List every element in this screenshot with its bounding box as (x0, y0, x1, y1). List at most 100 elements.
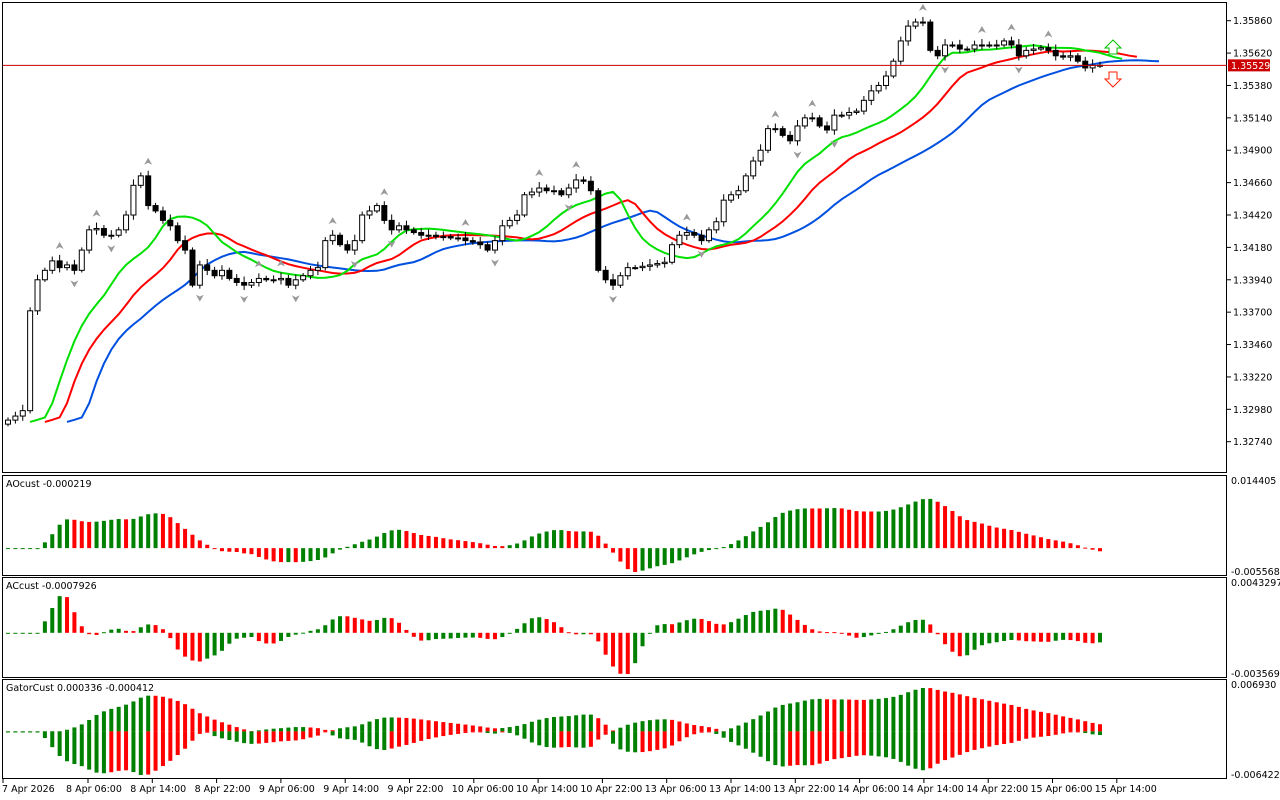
ac-bar (382, 617, 387, 633)
ac-bar (537, 617, 542, 633)
candle (528, 187, 535, 199)
price-tick-label: 1.34180 (1233, 243, 1272, 254)
ac-bar (699, 618, 704, 633)
gator-lower-bar (124, 731, 129, 771)
gator-lower-bar (588, 731, 593, 747)
gator-upper-bar (839, 699, 844, 732)
candles (5, 16, 1103, 427)
gator-lower-bar (87, 731, 92, 770)
gator-lower-bar (433, 731, 438, 738)
time-label: 8 Apr 22:00 (195, 784, 251, 795)
ao-bar (515, 543, 520, 549)
current-price-badge (1228, 59, 1270, 72)
ao-bar (293, 548, 298, 563)
main-pane[interactable] (2, 2, 1227, 473)
candle (447, 233, 454, 241)
fractal-down-icon (240, 295, 249, 303)
gator-lower-bar (382, 731, 387, 751)
ac-bar (87, 632, 92, 635)
gator-upper-bar (242, 729, 247, 732)
gator-lower-bar (1061, 731, 1066, 734)
candle (713, 217, 720, 234)
ao-bar (1068, 543, 1073, 549)
teeth-line (44, 49, 1138, 423)
gator-upper-bar (485, 727, 490, 732)
ac-bar (183, 632, 188, 657)
time-label: 8 Apr 06:00 (66, 784, 122, 795)
ac-bar (566, 632, 571, 634)
gator-upper-bar (684, 723, 689, 732)
gator-upper-bar (633, 722, 638, 732)
gator-lower-bar (242, 731, 247, 744)
gator-upper-bar (832, 699, 837, 732)
gator-upper-bar (544, 718, 549, 732)
ac-bar (861, 632, 866, 638)
ao-bar (28, 548, 33, 550)
gator-lower-bar (404, 731, 409, 745)
candle (233, 274, 240, 286)
price-tick-label: 1.35620 (1233, 49, 1272, 60)
gator-lower-bar (116, 731, 121, 771)
candle (1082, 56, 1089, 72)
gator-upper-bar (397, 717, 402, 732)
ao-bar (529, 536, 534, 549)
ac-bar (559, 627, 564, 633)
gator-lower-bar (35, 731, 40, 733)
gator-upper-bar (957, 694, 962, 732)
fractal-down-icon (387, 240, 396, 248)
ao-bar (1024, 533, 1029, 549)
candle (551, 185, 557, 195)
candle (469, 237, 476, 245)
gator-lower-bar (389, 731, 394, 749)
gator-upper-bar (279, 728, 283, 732)
ac-pane[interactable] (2, 577, 1227, 678)
gator-upper-bar (581, 714, 586, 732)
gator-lower-bar (315, 731, 320, 736)
ao-pane[interactable] (2, 475, 1227, 576)
price-axis[interactable]: 1.35860 1.35620 1.35380 1.35140 1.34900 1.346… (1227, 16, 1272, 448)
candle (41, 267, 48, 282)
ac-bar (1031, 632, 1036, 642)
ac-bar (765, 610, 770, 633)
ac-bar (1038, 632, 1043, 642)
ao-bar (212, 548, 217, 550)
fractal-down-icon (490, 259, 499, 267)
ac-bar (647, 632, 652, 634)
ac-bar (817, 631, 822, 633)
gator-upper-bar (788, 703, 793, 732)
ac-bar (28, 632, 33, 634)
gator-upper-bar (847, 699, 852, 732)
time-axis[interactable]: 7 Apr 2026 8 Apr 06:00 8 Apr 14:00 8 Apr 22… (2, 779, 1157, 795)
candle (602, 266, 609, 284)
price-tick-label: 1.35380 (1233, 81, 1272, 92)
time-label: 7 Apr 2026 (2, 784, 55, 795)
fractal-up-icon (808, 99, 817, 107)
gator-lower-bar (175, 731, 180, 756)
fractal-up-icon (771, 110, 780, 118)
gator-lower-bar (500, 731, 505, 733)
gator-pane[interactable] (2, 679, 1227, 779)
ac-bar (920, 619, 925, 633)
time-label: 13 Apr 06:00 (645, 784, 707, 795)
gator-lower-bar (515, 731, 520, 736)
gator-lower-bar (765, 731, 770, 762)
gator-lower-bar (611, 731, 616, 744)
candle (779, 125, 786, 138)
ac-bar (242, 632, 247, 638)
candle (993, 39, 1000, 50)
fractal-up-icon (1044, 30, 1053, 38)
gator-lower-bar (94, 731, 99, 773)
gator-upper-bar (463, 724, 468, 732)
candle (300, 273, 307, 282)
candle (255, 273, 262, 287)
gator-upper-bar (515, 725, 520, 732)
ao-bar (603, 543, 608, 549)
candle (698, 230, 705, 245)
gator-lower-bar (411, 731, 416, 743)
gator-upper-bar (175, 700, 180, 732)
candle (853, 108, 860, 115)
ao-bar (825, 508, 829, 549)
ac-bar (264, 632, 269, 644)
ao-bar (994, 527, 999, 549)
